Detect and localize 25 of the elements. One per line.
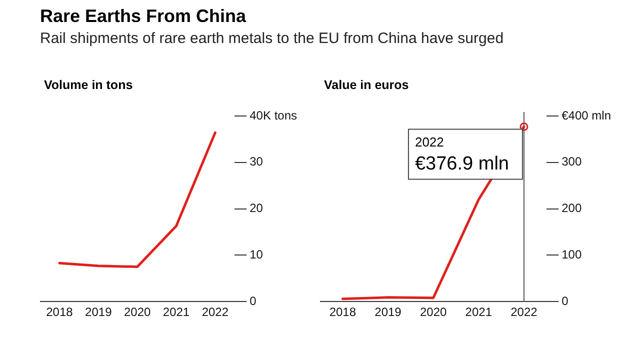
y-tick-label: 100 <box>562 248 582 262</box>
x-tick-label: 2020 <box>124 305 151 320</box>
y-tick-label: 20 <box>250 201 264 216</box>
x-tick-label: 2018 <box>46 305 74 320</box>
y-axis-title: Value in euros <box>324 78 410 94</box>
y-axis-title: Volume in tons <box>44 78 134 94</box>
x-tick-label: 2021 <box>465 305 492 320</box>
y-tick-label: 40K tons <box>250 108 298 122</box>
x-tick-label: 2021 <box>162 305 190 320</box>
y-tick-label: 200 <box>562 201 582 216</box>
x-tick-label: 2019 <box>374 305 402 320</box>
y-tick-label: 0 <box>250 294 257 308</box>
y-tick-label: €400 mln <box>562 108 612 122</box>
annotation: 2022 €376.9 mln <box>414 134 509 175</box>
chart-title: Rare Earths From China <box>40 6 248 27</box>
y-tick-label: 300 <box>562 154 582 169</box>
x-tick-label: 2022 <box>510 305 538 320</box>
x-tick-label: 2022 <box>202 305 229 320</box>
text: Rail shipments of rare earth metals to the EU from China have surged <box>40 30 504 47</box>
y-tick-label: 30 <box>250 154 264 169</box>
x-tick-label: 2018 <box>329 305 356 320</box>
x-tick-label: 2019 <box>85 305 112 320</box>
x-tick-label: 2020 <box>420 305 447 320</box>
y-tick-label: 10 <box>250 248 264 262</box>
y-tick-label: 0 <box>562 294 569 308</box>
